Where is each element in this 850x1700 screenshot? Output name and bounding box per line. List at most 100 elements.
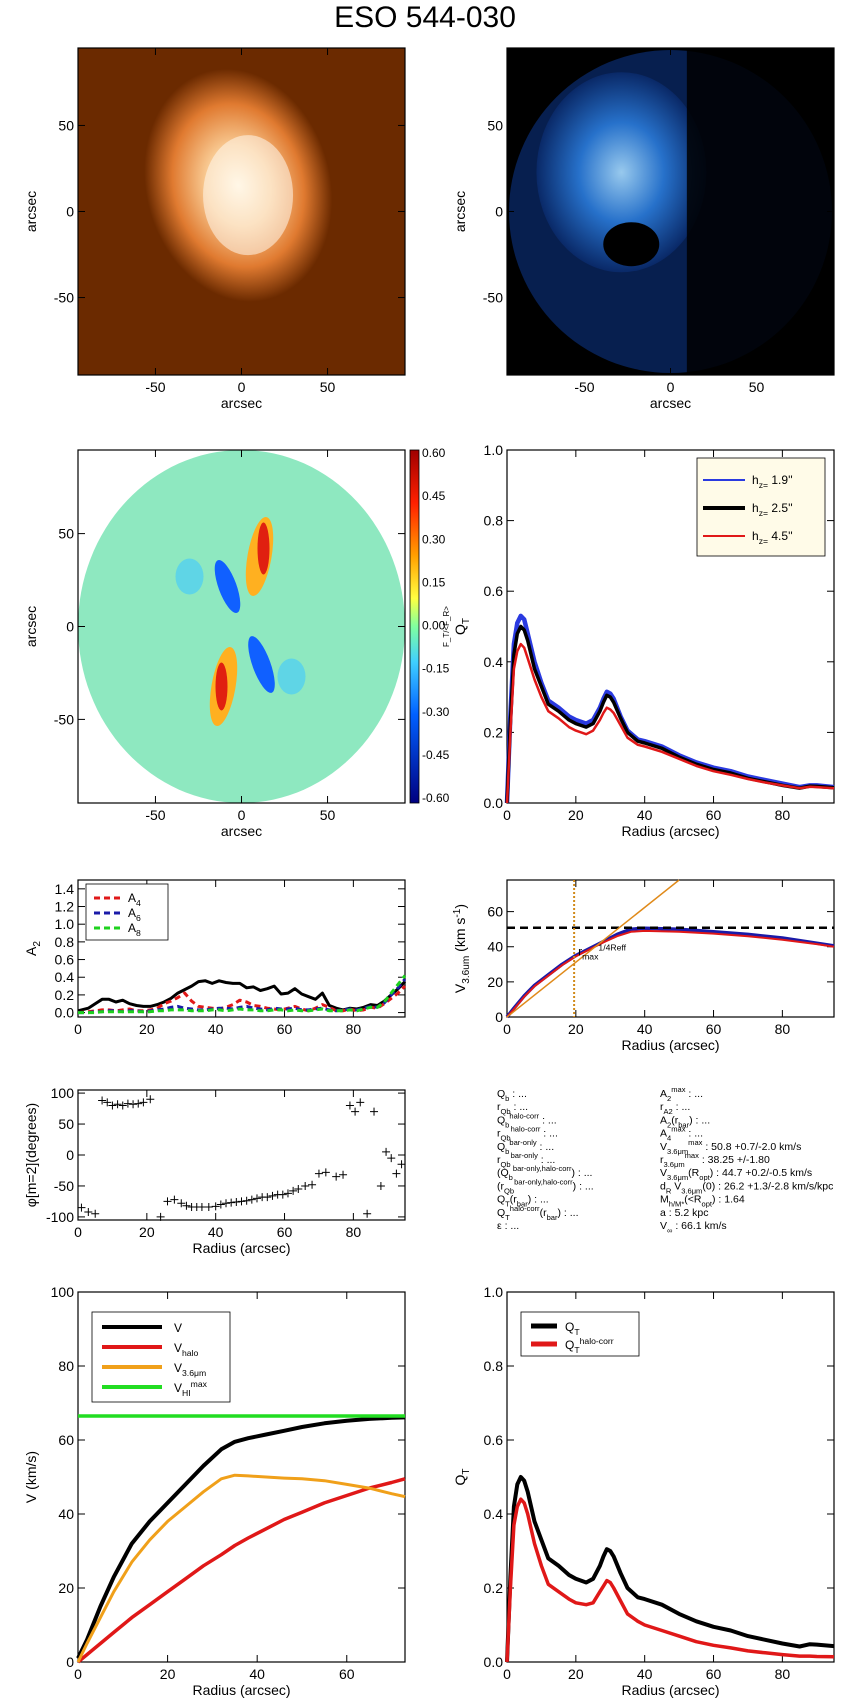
legend-entry: A4: [128, 891, 141, 908]
legend-entry: V3.6μm: [174, 1361, 206, 1378]
page-title: ESO 544-030: [334, 1, 516, 34]
plot-frame: [506, 879, 835, 1018]
x-axis-label: Radius (arcsec): [192, 1240, 290, 1256]
x-tick-label: 40: [637, 1666, 653, 1682]
plot-frame: [77, 1291, 406, 1663]
scatter-point: [156, 1212, 165, 1221]
colorbar-tick-label: 0.45: [422, 489, 446, 503]
scatter-point: [118, 1101, 127, 1110]
x-tick-label: 80: [775, 1021, 791, 1037]
x-tick-label: 40: [249, 1666, 265, 1682]
param-left: ε : ...: [497, 1220, 519, 1232]
param-right: A2(rbar) : ...: [660, 1114, 710, 1129]
scatter-point: [392, 1169, 401, 1178]
x-axis-label: arcsec: [650, 395, 691, 411]
scatter-point: [222, 1199, 231, 1208]
residual-emission: [536, 72, 707, 273]
scatter-point: [376, 1181, 385, 1190]
y-tick-label: 0.4: [484, 1506, 504, 1522]
colorbar-tick-label: 0.30: [422, 532, 446, 546]
y-tick-label: 0: [66, 204, 74, 220]
annotation-label: rmax1/4Reff: [578, 942, 627, 961]
x-axis-label: Radius (arcsec): [621, 1037, 719, 1053]
x-tick-label: 20: [160, 1666, 176, 1682]
scatter-point: [356, 1098, 365, 1107]
y-axis-label: V (km/s): [23, 1451, 39, 1503]
y-tick-label: 0.6: [55, 952, 75, 968]
y-tick-label: -50: [54, 290, 74, 306]
series-line: [78, 974, 407, 1015]
qt-halo-corr-panel: 0 20 40 60 80 0.0 0.2 0.4 0.6 0.8 1.0 Radius (arcse…: [452, 1284, 835, 1698]
x-tick-label: 60: [706, 1666, 722, 1682]
x-tick-label: 60: [277, 1224, 293, 1240]
plot-frame: [506, 449, 835, 804]
y-tick-label: 0: [66, 619, 74, 635]
scatter-point: [308, 1180, 317, 1189]
x-tick-label: 20: [568, 1021, 584, 1037]
y-tick-label: 0.6: [484, 1432, 504, 1448]
param-right: V∞ : 66.1 km/s: [660, 1220, 727, 1235]
y-tick-label: 40: [58, 1506, 74, 1522]
colorbar-tick-label: -0.45: [422, 748, 450, 762]
series-line: [505, 1497, 835, 1663]
param-right: rA2 : ...: [660, 1101, 690, 1116]
x-tick-label: 60: [706, 1021, 722, 1037]
y-axis-label: arcsec: [23, 191, 39, 232]
x-axis-label: Radius (arcsec): [621, 1682, 719, 1698]
param-left: rQbbar-only : ...: [497, 1151, 555, 1169]
param-left: Qb : ...: [497, 1088, 527, 1103]
scatter-point: [146, 1095, 155, 1104]
x-tick-label: 0: [238, 379, 246, 395]
fourier-amp-panel: 0 20 40 60 80 0.0 0.2 0.40.6 0.8 1.01.2 1.4 A2 A4A6A…: [23, 879, 407, 1037]
x-tick-label: 60: [277, 1021, 293, 1037]
x-tick-label: 80: [775, 807, 791, 823]
y-tick-label: 50: [58, 117, 74, 133]
scatter-point: [314, 1169, 323, 1178]
y-tick-label: 100: [51, 1284, 75, 1300]
y-tick-label: 0.0: [484, 795, 504, 811]
scatter-point: [294, 1185, 303, 1194]
legend-box: [520, 1311, 640, 1357]
y-tick-label: 1.0: [484, 1284, 504, 1300]
scatter-point: [397, 1160, 406, 1169]
scatter-point: [263, 1193, 272, 1202]
colorbar-tick-label: 0.00: [422, 619, 446, 633]
legend-entry: hz= 2.5'': [752, 501, 793, 518]
legend-entry: hz= 4.5'': [752, 529, 793, 546]
y-tick-label: 1.0: [55, 916, 75, 932]
x-tick-label: -50: [145, 807, 165, 823]
param-left: Qbbar-only : ...: [497, 1138, 554, 1156]
y-tick-label: 0: [495, 204, 503, 220]
legend-entry: QT: [565, 1320, 580, 1337]
series-line: [505, 642, 835, 804]
x-tick-label: 20: [139, 1021, 155, 1037]
x-tick-label: 50: [320, 807, 336, 823]
legend-entry: VHImax: [174, 1379, 208, 1398]
y-tick-label: 0: [495, 1009, 503, 1025]
colorbar-tick-label: -0.60: [422, 791, 450, 805]
scatter-point: [242, 1196, 251, 1205]
x-tick-label: 60: [706, 807, 722, 823]
y-tick-label: 0.2: [484, 1580, 504, 1596]
scatter-point: [268, 1191, 277, 1200]
x-tick-label: 0: [74, 1021, 82, 1037]
x-tick-label: 80: [775, 1666, 791, 1682]
y-tick-label: 0: [66, 1654, 74, 1670]
scatter-point: [283, 1189, 292, 1198]
param-right: a : 5.2 kpc: [660, 1207, 708, 1219]
x-tick-label: 80: [346, 1224, 362, 1240]
plot-frame: [77, 879, 406, 1018]
scatter-point: [339, 1170, 348, 1179]
param-left: rQbhalo-corr : ...: [497, 1125, 558, 1143]
series-line: [506, 879, 680, 1018]
y-tick-label: -50: [483, 290, 503, 306]
galaxy-core: [203, 135, 294, 256]
scatter-point: [182, 1201, 191, 1210]
x-axis-label: arcsec: [221, 395, 262, 411]
scatter-point: [321, 1168, 330, 1177]
y-axis-label: QT: [452, 1468, 472, 1485]
plot-frame: [506, 1291, 835, 1663]
force-lobe-positive-core: [257, 522, 270, 575]
y-tick-label: 0.2: [55, 987, 75, 1003]
